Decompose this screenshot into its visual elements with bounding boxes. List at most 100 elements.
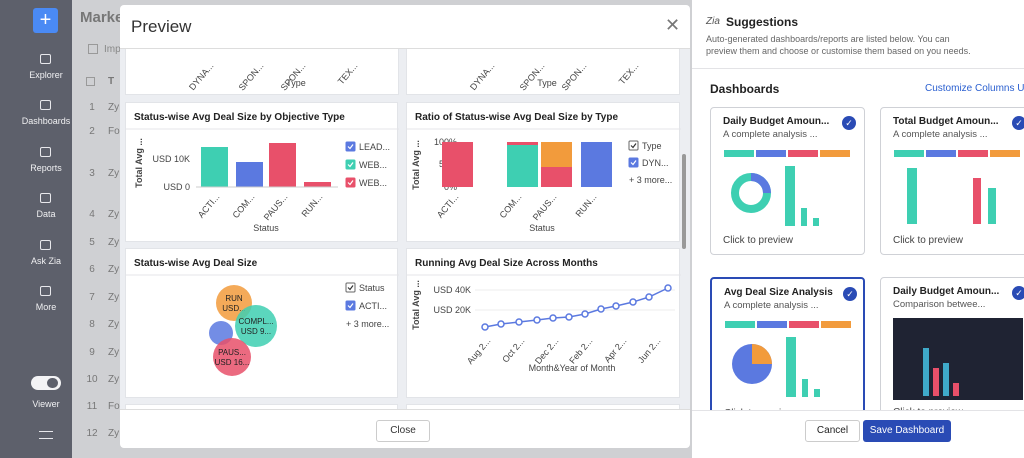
legend-box — [345, 300, 356, 311]
bubble-label: COMPL... — [238, 317, 273, 326]
viewer-label: Viewer — [32, 399, 60, 409]
nav-label[interactable]: Data — [36, 209, 56, 220]
nav-label[interactable]: Ask Zia — [30, 255, 61, 266]
scrollbar — [682, 154, 686, 249]
chart-card: DYNA... SPON... SPON... TEX... Type — [125, 49, 399, 95]
point — [481, 323, 489, 331]
legend-check — [630, 160, 637, 166]
x-tick-label: ACTI... — [435, 192, 461, 220]
y-tick-label: USD 0 — [163, 182, 190, 192]
header-icon — [86, 77, 95, 86]
nav-icon[interactable] — [40, 193, 51, 204]
thumb-bar — [953, 383, 959, 396]
row-number: 10 — [86, 374, 98, 385]
thumbnail — [893, 318, 1023, 400]
legend-label: + 3 more... — [629, 175, 672, 185]
row-text: Zy — [108, 237, 120, 248]
divider — [692, 68, 1024, 69]
x-tick-label: TEX... — [617, 61, 641, 87]
bar-segment — [541, 167, 572, 187]
x-tick-label: SPON... — [237, 61, 266, 93]
thumb-bar — [973, 178, 981, 224]
bar — [269, 143, 296, 187]
nav-label[interactable]: More — [35, 302, 57, 312]
thumb-kpi — [724, 150, 754, 157]
thumb-bar — [786, 337, 796, 397]
app-title: Marke — [80, 9, 124, 26]
line — [484, 287, 669, 328]
y-axis-title: Total Avg ... — [411, 280, 421, 330]
nav-label[interactable]: Explorer — [29, 70, 63, 80]
nav-icon[interactable] — [40, 286, 51, 296]
point — [533, 316, 541, 324]
axis-title: Status — [253, 223, 279, 233]
table-header: T — [108, 76, 115, 87]
x-tick-label: Dec 2... — [533, 336, 561, 366]
nav-icon[interactable] — [40, 239, 51, 250]
card-cta[interactable]: Click to preview — [893, 235, 964, 246]
legend-label: DYN... — [642, 158, 669, 168]
thumb-bar — [933, 368, 939, 396]
dashboard-card[interactable]: Daily Budget Amoun... A complete analysis… — [710, 107, 865, 255]
collapse-icon[interactable] — [39, 431, 53, 439]
nav-icon[interactable] — [40, 100, 51, 111]
close-button[interactable]: Close — [376, 420, 430, 442]
card-chart: Ratio of Status-wise Avg Deal Size by Ty… — [407, 112, 681, 233]
x-tick-label: Aug 2... — [465, 336, 493, 366]
sidebar: + Explorer Dashboards Reports Data Ask Zia Mor… — [0, 0, 72, 458]
dashboard-card[interactable]: Avg Deal Size Analysis A complete analysi… — [710, 277, 865, 410]
y-tick-label: USD 20K — [433, 305, 471, 315]
chart-card: Ratio of Status-wise Avg Deal Size by Ty… — [406, 102, 681, 242]
bar-segment — [507, 145, 538, 187]
card-desc: Comparison betwee... — [893, 299, 986, 310]
save-button[interactable]: Save Dashboard — [863, 420, 951, 442]
y-tick-label: USD 40K — [433, 285, 471, 295]
row-number: 7 — [89, 292, 95, 303]
nav-label[interactable]: Reports — [30, 162, 62, 173]
thumb-bar — [907, 168, 917, 224]
row-number: 9 — [89, 347, 95, 358]
card-chart: DYNA... SPON... SPON... TEX...Type — [187, 61, 360, 93]
viewer-knob — [47, 378, 58, 388]
point — [629, 298, 637, 306]
panel-title: Suggestions — [726, 15, 799, 29]
customize-link[interactable]: Customize Columns U — [925, 83, 1024, 94]
thumb-kpi — [820, 150, 850, 157]
card-title: Running Avg Deal Size Across Months — [415, 258, 598, 269]
chart-card: Status-wise Avg Deal Size RUN USD... COMPL.… — [125, 248, 399, 398]
thumb-kpi — [958, 150, 988, 157]
check-icon: ✓ — [843, 287, 857, 301]
thumb-kpi — [757, 321, 787, 328]
legend-check — [347, 162, 354, 168]
legend-label: Status — [359, 283, 385, 293]
legend-check — [347, 180, 354, 186]
card-cta[interactable]: Click to preview — [893, 407, 963, 410]
card-title: Total Budget Amoun... — [893, 116, 999, 127]
nav-icon[interactable] — [40, 54, 51, 64]
dashboard-card[interactable]: Total Budget Amoun... A complete analysis… — [880, 107, 1024, 255]
nav-icon[interactable] — [40, 146, 51, 157]
bubble-label: PAUS... — [218, 348, 246, 357]
cancel-button[interactable]: Cancel — [805, 420, 860, 442]
thumbnail — [723, 148, 853, 230]
check-icon: ✓ — [842, 116, 856, 130]
chart-card: Avg Deal Size Across Months by Type — [125, 404, 399, 410]
axis-title: Status — [529, 223, 555, 233]
row-text: Zy — [108, 264, 120, 275]
row-number: 1 — [89, 102, 95, 113]
card-desc: A complete analysis ... — [724, 300, 819, 311]
nav-label[interactable]: Dashboards — [21, 116, 71, 127]
thumb-bar — [814, 389, 820, 397]
create-button[interactable]: + — [33, 8, 58, 33]
point — [497, 320, 505, 328]
point — [597, 305, 605, 313]
card-cta[interactable]: Click to preview — [724, 408, 794, 410]
card-chart: Avg Deal Size Across Months by Type — [126, 405, 399, 410]
dashboard-card[interactable]: Daily Budget Amoun... Comparison betwee..… — [880, 277, 1024, 410]
close-icon[interactable]: ✕ — [665, 15, 681, 35]
card-cta[interactable]: Click to preview — [723, 235, 794, 246]
point — [565, 313, 573, 321]
x-tick-label: COM... — [231, 192, 257, 220]
row-number: 8 — [89, 319, 95, 330]
